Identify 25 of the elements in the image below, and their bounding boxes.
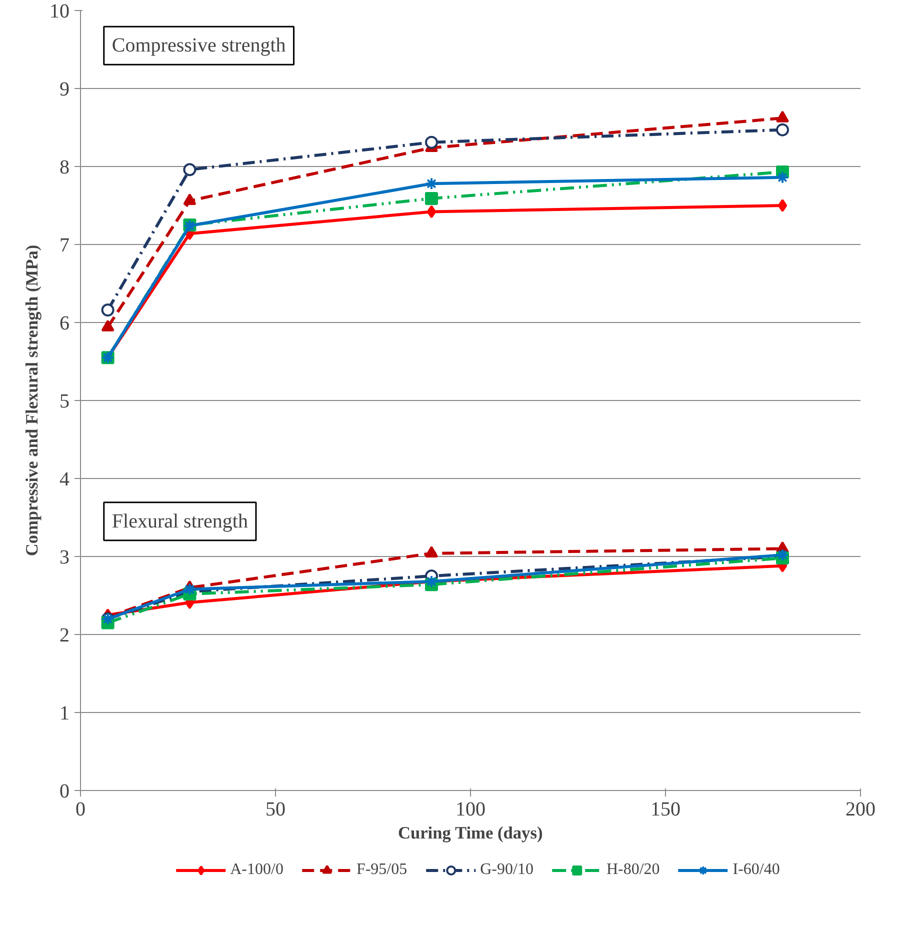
y-tick-label: 0 <box>60 780 70 802</box>
y-tick-label: 10 <box>50 0 70 22</box>
y-tick-label: 9 <box>60 78 70 100</box>
y-tick-label: 6 <box>60 312 70 334</box>
x-tick-label: 100 <box>456 798 486 820</box>
legend-label: A-100/0 <box>230 861 284 879</box>
annotation: Flexural strength <box>112 510 248 532</box>
y-tick-label: 5 <box>60 390 70 412</box>
x-tick-label: 200 <box>846 798 876 820</box>
legend-label: H-80/20 <box>606 861 660 879</box>
x-tick-label: 50 <box>266 798 286 820</box>
y-tick-label: 7 <box>60 234 70 256</box>
y-tick-label: 1 <box>60 702 70 724</box>
y-tick-label: 2 <box>60 624 70 646</box>
annotation: Compressive strength <box>112 34 286 57</box>
x-tick-label: 0 <box>76 798 86 820</box>
x-tick-label: 150 <box>650 798 680 820</box>
legend-label: G-90/10 <box>480 861 534 879</box>
y-axis-title: Compressive and Flexural strength (MPa) <box>22 244 42 556</box>
y-tick-label: 3 <box>60 546 70 568</box>
y-tick-label: 8 <box>60 156 70 178</box>
legend-label: F-95/05 <box>356 861 408 879</box>
x-axis-title: Curing Time (days) <box>398 824 543 842</box>
y-tick-label: 4 <box>60 468 70 490</box>
legend-label: I-60/40 <box>732 861 780 879</box>
